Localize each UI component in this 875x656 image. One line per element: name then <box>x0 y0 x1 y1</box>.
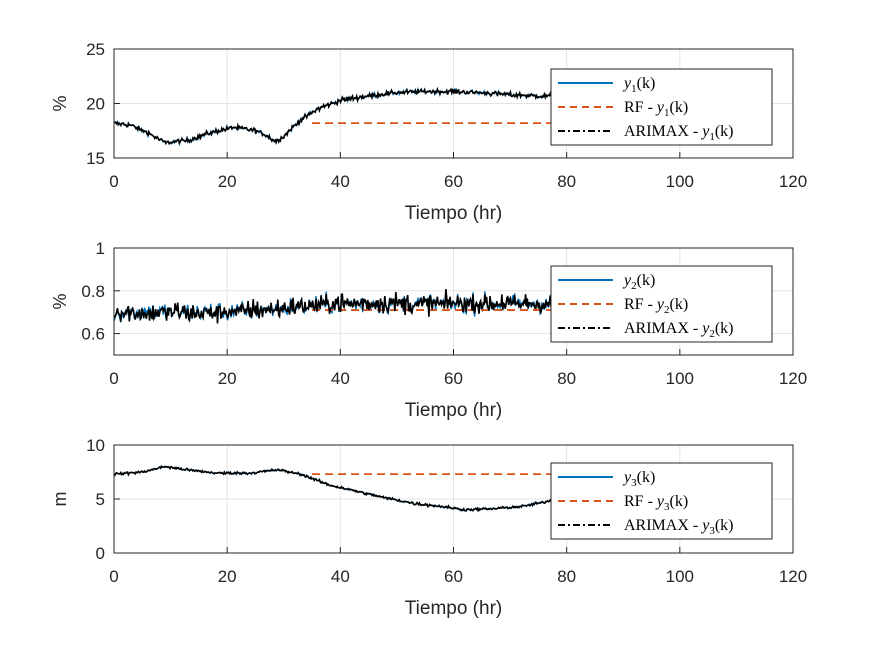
legend-variable: y <box>655 296 665 313</box>
legend-entry-label: RF - y2(k) <box>624 296 688 316</box>
legend-variable: y <box>655 99 665 116</box>
x-tick-label: 40 <box>331 567 350 586</box>
legend-prefix: RF - <box>624 99 657 116</box>
y-tick-label: 0.6 <box>81 325 105 344</box>
legend-subscript: 1 <box>709 131 715 143</box>
legend-subscript: 2 <box>709 328 715 340</box>
legend-subscript: 3 <box>664 501 670 513</box>
legend-suffix: (k) <box>637 272 656 289</box>
legend-prefix: RF - <box>624 296 657 313</box>
series-arimax-line <box>113 464 567 513</box>
legend-entry-label: RF - y1(k) <box>624 99 688 119</box>
x-tick-label: 60 <box>444 172 463 191</box>
x-tick-label: 120 <box>779 172 807 191</box>
legend-suffix: (k) <box>637 75 656 92</box>
series-arimax-line <box>113 86 568 146</box>
legend-subscript: 2 <box>664 304 670 316</box>
x-tick-label: 100 <box>666 567 694 586</box>
legend-variable: y <box>700 320 710 337</box>
legend-subscript: 2 <box>631 280 637 292</box>
legend-entry-label: y3(k) <box>622 469 655 489</box>
legend-suffix: (k) <box>715 517 734 534</box>
x-tick-label: 20 <box>218 172 237 191</box>
legend-variable: y <box>700 123 710 140</box>
x-axis-label: Tiempo (hr) <box>405 598 502 619</box>
x-tick-label: 120 <box>779 369 807 388</box>
axes-frame <box>113 444 794 554</box>
y-tick-label: 10 <box>86 436 105 455</box>
x-tick-label: 120 <box>779 567 807 586</box>
legend-prefix: RF - <box>624 493 657 510</box>
x-tick-label: 0 <box>109 172 118 191</box>
legend-prefix: ARIMAX - <box>624 320 702 337</box>
legend-suffix: (k) <box>715 123 734 140</box>
legend-entry-label: y2(k) <box>622 272 655 292</box>
x-tick-label: 40 <box>331 369 350 388</box>
x-tick-label: 0 <box>109 567 118 586</box>
y-axis-label: m <box>50 492 70 507</box>
x-tick-label: 0 <box>109 369 118 388</box>
legend-prefix: ARIMAX - <box>624 123 702 140</box>
legend-variable: y <box>622 75 632 92</box>
x-tick-label: 60 <box>444 369 463 388</box>
y-tick-label: 0 <box>96 544 105 563</box>
legend-variable: y <box>622 469 632 486</box>
x-tick-label: 60 <box>444 567 463 586</box>
legend-subscript: 1 <box>631 83 637 95</box>
legend-entry-label: RF - y3(k) <box>624 493 688 513</box>
axes-frame <box>113 48 794 159</box>
series-arimax-line <box>113 289 568 324</box>
y-tick-label: 1 <box>96 239 105 258</box>
legend-entry-label: ARIMAX - y3(k) <box>624 517 733 537</box>
legend-entry-label: ARIMAX - y2(k) <box>624 320 733 340</box>
axes-frame <box>113 247 794 356</box>
x-tick-label: 100 <box>666 369 694 388</box>
legend-variable: y <box>655 493 665 510</box>
x-tick-label: 80 <box>557 369 576 388</box>
legend: y1(k)RF - y1(k)ARIMAX - y1(k) <box>550 68 773 146</box>
x-axis-label: Tiempo (hr) <box>405 203 502 224</box>
y-tick-label: 20 <box>86 95 105 114</box>
legend-subscript: 3 <box>631 477 637 489</box>
y-tick-label: 5 <box>96 490 105 509</box>
legend: y3(k)RF - y3(k)ARIMAX - y3(k) <box>550 462 773 540</box>
legend-suffix: (k) <box>637 469 656 486</box>
y-axis-label: % <box>50 293 70 309</box>
y-axis-label: % <box>50 95 70 111</box>
legend-variable: y <box>622 272 632 289</box>
legend-subscript: 1 <box>664 107 670 119</box>
x-tick-label: 20 <box>218 369 237 388</box>
legend-entry-label: y1(k) <box>622 75 655 95</box>
x-tick-label: 40 <box>331 172 350 191</box>
x-tick-label: 20 <box>218 567 237 586</box>
legend-suffix: (k) <box>670 493 689 510</box>
legend-suffix: (k) <box>670 296 689 313</box>
x-axis-label: Tiempo (hr) <box>405 400 502 421</box>
legend-suffix: (k) <box>715 320 734 337</box>
y-tick-label: 15 <box>86 149 105 168</box>
legend-entry-label: ARIMAX - y1(k) <box>624 123 733 143</box>
legend-prefix: ARIMAX - <box>624 517 702 534</box>
y-tick-label: 0.8 <box>81 282 105 301</box>
legend-suffix: (k) <box>670 99 689 116</box>
y-tick-label: 25 <box>86 40 105 59</box>
legend-variable: y <box>700 517 710 534</box>
legend: y2(k)RF - y2(k)ARIMAX - y2(k) <box>550 265 773 343</box>
x-tick-label: 100 <box>666 172 694 191</box>
x-tick-label: 80 <box>557 567 576 586</box>
x-tick-label: 80 <box>557 172 576 191</box>
legend-subscript: 3 <box>709 525 715 537</box>
